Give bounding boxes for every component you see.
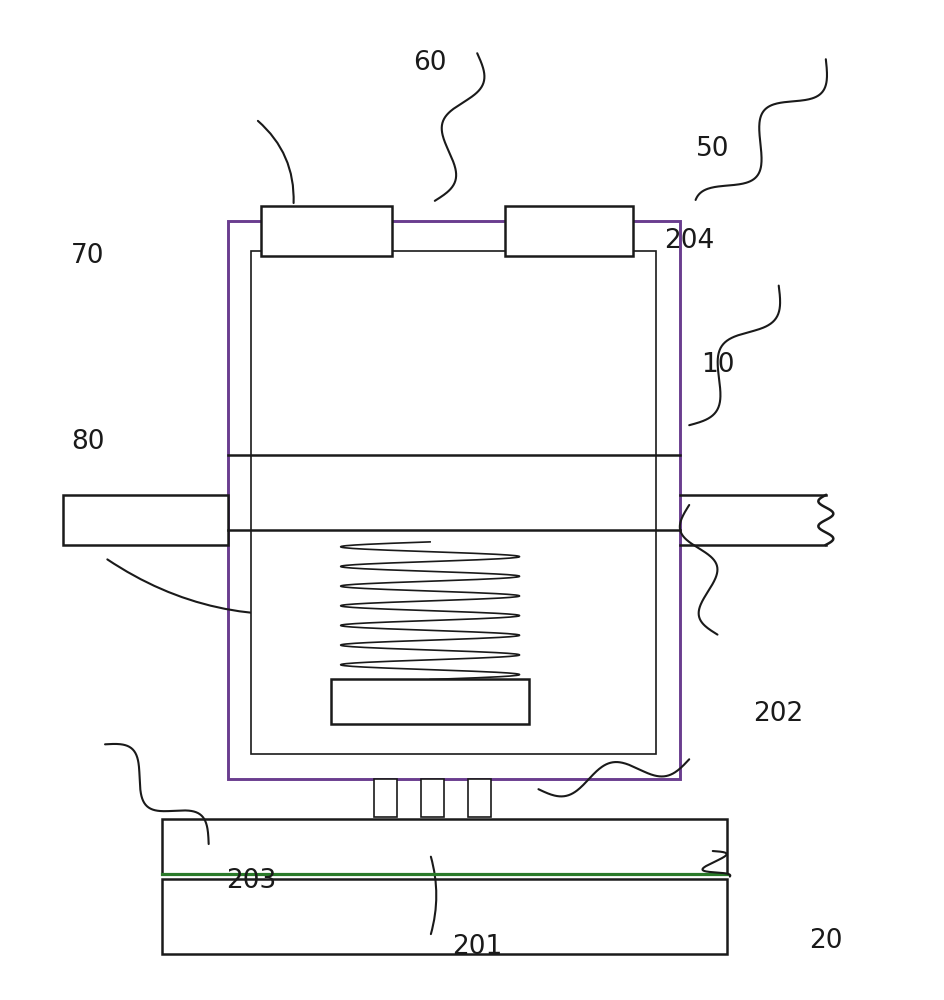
Text: 202: 202 [752,701,803,727]
Bar [251,251,655,754]
Bar [261,206,392,256]
Bar [228,221,679,779]
Text: 203: 203 [226,868,276,894]
Bar [62,495,228,545]
Text: 201: 201 [451,934,502,960]
Text: 70: 70 [71,243,105,269]
Text: 60: 60 [413,50,447,76]
Text: 80: 80 [71,429,105,455]
Text: 20: 20 [808,928,842,954]
Bar [467,779,491,817]
Bar [330,679,529,724]
Bar [161,879,726,954]
Bar [161,819,726,874]
Text: 10: 10 [700,352,733,378]
Text: 50: 50 [696,136,729,162]
Text: 204: 204 [664,228,714,254]
Bar [373,779,396,817]
Bar [505,206,632,256]
Bar [420,779,444,817]
